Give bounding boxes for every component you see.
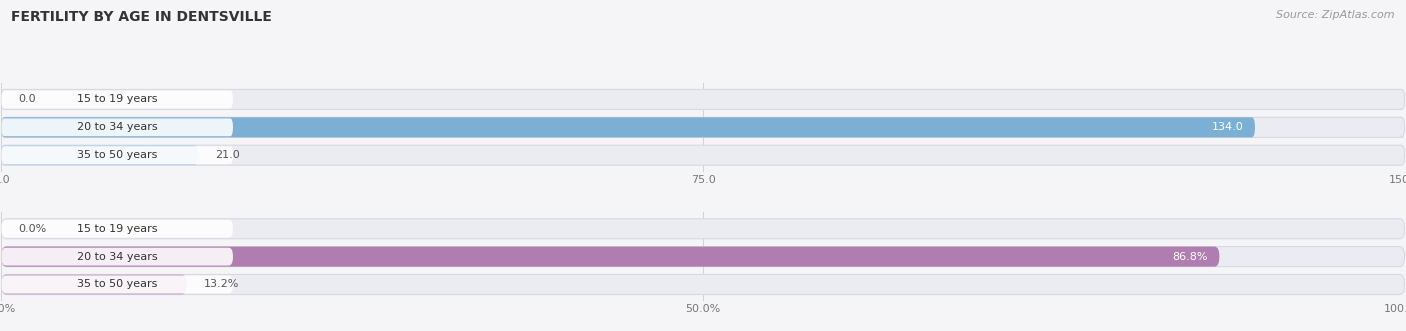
FancyBboxPatch shape: [1, 117, 1405, 137]
FancyBboxPatch shape: [1, 146, 233, 164]
FancyBboxPatch shape: [1, 220, 233, 238]
FancyBboxPatch shape: [1, 219, 1405, 239]
Text: FERTILITY BY AGE IN DENTSVILLE: FERTILITY BY AGE IN DENTSVILLE: [11, 10, 273, 24]
FancyBboxPatch shape: [1, 276, 233, 293]
Text: 35 to 50 years: 35 to 50 years: [77, 279, 157, 290]
FancyBboxPatch shape: [1, 118, 233, 136]
FancyBboxPatch shape: [1, 117, 1256, 137]
FancyBboxPatch shape: [1, 274, 1405, 295]
FancyBboxPatch shape: [1, 89, 1405, 110]
FancyBboxPatch shape: [1, 248, 233, 265]
Text: 134.0: 134.0: [1212, 122, 1244, 132]
Text: 0.0%: 0.0%: [18, 224, 46, 234]
Text: 15 to 19 years: 15 to 19 years: [77, 224, 157, 234]
FancyBboxPatch shape: [1, 145, 198, 165]
Text: 20 to 34 years: 20 to 34 years: [77, 122, 157, 132]
Text: 15 to 19 years: 15 to 19 years: [77, 94, 157, 105]
FancyBboxPatch shape: [1, 145, 1405, 165]
Text: Source: ZipAtlas.com: Source: ZipAtlas.com: [1277, 10, 1395, 20]
FancyBboxPatch shape: [1, 274, 187, 295]
Text: 86.8%: 86.8%: [1173, 252, 1208, 261]
Text: 20 to 34 years: 20 to 34 years: [77, 252, 157, 261]
FancyBboxPatch shape: [1, 91, 233, 108]
Text: 21.0: 21.0: [215, 150, 239, 160]
FancyBboxPatch shape: [1, 247, 1219, 267]
Text: 35 to 50 years: 35 to 50 years: [77, 150, 157, 160]
FancyBboxPatch shape: [1, 247, 1405, 267]
Text: 0.0: 0.0: [18, 94, 37, 105]
Text: 13.2%: 13.2%: [204, 279, 239, 290]
